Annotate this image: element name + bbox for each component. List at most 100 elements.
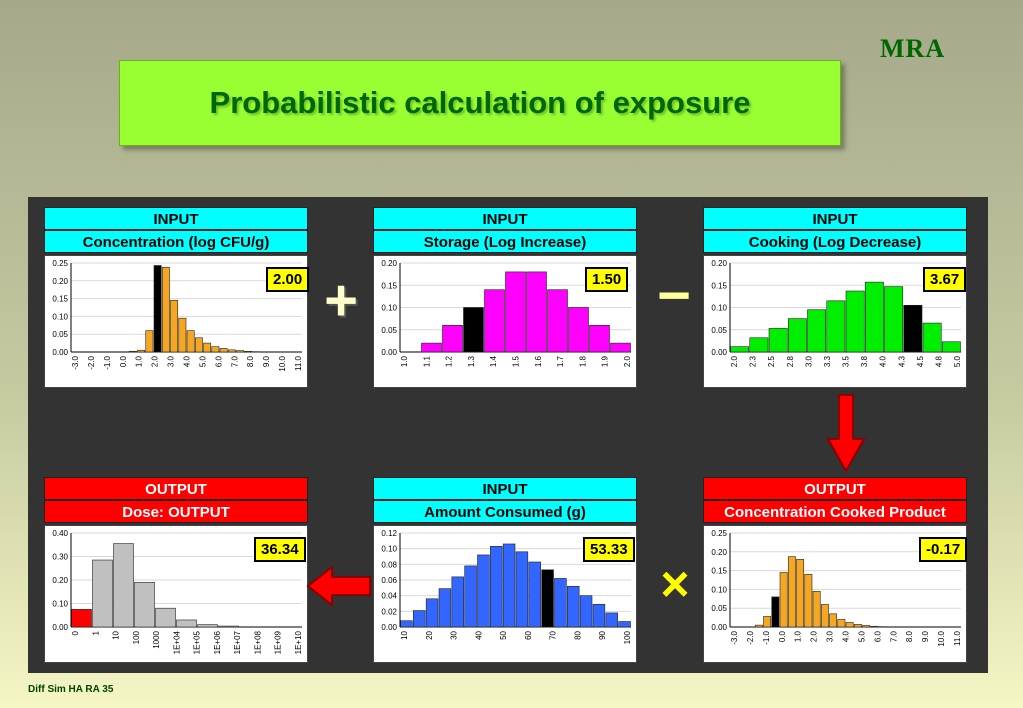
histogram-bar: [178, 317, 187, 353]
histogram-concentration: 0.25 0.20 0.15 0.10 0.05 0.00-3.0 -2.0 -1.0 0.0 1…: [44, 255, 308, 388]
y-tick-label: 0.00: [381, 348, 397, 357]
x-tick-label: -3.0: [730, 630, 739, 644]
x-tick-label: 30: [450, 630, 459, 639]
histogram-bar: [153, 265, 162, 353]
x-tick-label: 11.0: [294, 355, 303, 371]
histogram-bar: [853, 624, 862, 628]
y-tick-label: 0.40: [52, 529, 68, 538]
x-tick-label: 8.0: [905, 630, 914, 642]
histogram-bar: [812, 590, 821, 628]
y-tick-label: 0.25: [52, 259, 68, 268]
y-tick-label: 0.15: [711, 567, 727, 576]
y-tick-label: 0.00: [381, 623, 397, 632]
panel-dose: OUTPUT Dose: OUTPUT 0.40 0.30 0.20 0.10 0.00…: [44, 477, 308, 663]
times-operator: ×: [660, 556, 690, 612]
y-tick-label: 0.10: [52, 600, 68, 609]
x-tick-label: -1.0: [103, 355, 112, 369]
x-tick-label: 4.5: [916, 355, 925, 367]
x-tick-label: 60: [524, 630, 533, 639]
histogram-bar: [870, 625, 879, 628]
x-tick-label: 1.2: [445, 355, 454, 367]
y-tick-label: 0.25: [711, 529, 727, 538]
x-tick-label: 3.0: [804, 355, 813, 367]
y-tick-label: 0.08: [381, 560, 397, 569]
x-tick-label: 20: [425, 630, 434, 639]
x-tick-label: 8.0: [246, 355, 255, 367]
histogram-bar: [554, 578, 567, 628]
x-tick-label: 5.0: [857, 630, 866, 642]
x-tick-label: 4.0: [842, 630, 851, 642]
histogram-bar: [547, 289, 568, 353]
x-tick-label: 4.8: [934, 355, 943, 367]
y-tick-label: 0.20: [52, 277, 68, 286]
histogram-bar: [219, 348, 228, 353]
histogram-bar: [113, 543, 134, 628]
y-tick-label: 0.20: [711, 259, 727, 268]
value-box: 2.00: [266, 267, 310, 292]
histogram-bar: [425, 598, 439, 628]
histogram-bar: [490, 546, 503, 628]
histogram-bar: [605, 612, 618, 628]
panel-subtitle: Dose: OUTPUT: [44, 500, 308, 523]
histogram-bar: [92, 559, 113, 628]
histogram-bar: [884, 286, 904, 353]
title-box: Probabilistic calculation of exposure: [119, 60, 841, 146]
value-box: -0.17: [919, 537, 968, 562]
y-tick-label: 0.04: [381, 592, 397, 601]
histogram-bar: [161, 266, 170, 353]
histogram-bar: [442, 325, 463, 353]
histogram-bar: [820, 604, 829, 628]
histogram-bar: [592, 603, 606, 628]
mra-logo: MRA: [880, 34, 946, 63]
x-tick-label: 90: [598, 630, 607, 639]
histogram-bar: [155, 607, 176, 628]
x-tick-label: 2.5: [767, 355, 776, 367]
value-box: 53.33: [583, 537, 635, 562]
panel-subtitle: Storage (Log Increase): [373, 230, 637, 253]
x-tick-label: 40: [474, 630, 483, 639]
y-tick-label: 0.00: [52, 623, 68, 632]
histogram-bar: [829, 613, 838, 628]
histogram-bar: [244, 350, 253, 353]
histogram-bar: [903, 304, 923, 353]
y-tick-label: 0.00: [711, 623, 727, 632]
y-tick-label: 0.10: [711, 585, 727, 594]
x-tick-label: 3.0: [167, 355, 176, 367]
diagram-board: INPUT Concentration (log CFU/g) 0.25 0.20…: [28, 197, 988, 673]
x-tick-label: 1.0: [794, 630, 803, 642]
x-tick-label: 1E+10: [294, 630, 303, 654]
x-tick-label: 0: [71, 630, 80, 635]
x-tick-label: 2.0: [623, 355, 632, 367]
histogram-bar: [463, 307, 484, 353]
y-tick-label: 0.10: [711, 304, 727, 313]
value-box: 36.34: [254, 537, 306, 562]
histogram-bar: [787, 318, 807, 353]
histogram-bar: [804, 574, 813, 628]
y-tick-label: 0.05: [711, 604, 727, 613]
x-tick-label: 1.0: [135, 355, 144, 367]
panel-amount-consumed: INPUT Amount Consumed (g) 0.12 0.10 0.08 0.…: [373, 477, 637, 663]
x-tick-label: 1: [91, 630, 100, 635]
x-tick-label: 4.3: [897, 355, 906, 367]
histogram-bar: [941, 341, 961, 353]
x-tick-label: 2.0: [730, 355, 739, 367]
y-tick-label: 0.00: [711, 348, 727, 357]
y-tick-label: 0.10: [381, 304, 397, 313]
histogram-bar: [526, 271, 547, 353]
histogram-bar: [763, 616, 772, 628]
histogram-bar: [413, 610, 426, 628]
slide-title: Probabilistic calculation of exposure: [209, 85, 751, 120]
value-box: 3.67: [923, 267, 967, 292]
x-tick-label: 7.0: [230, 355, 239, 367]
panel-label: OUTPUT: [703, 477, 967, 500]
histogram-bar: [618, 621, 631, 628]
y-tick-label: 0.15: [52, 295, 68, 304]
histogram-bar: [236, 350, 245, 353]
histogram-bar: [505, 271, 526, 353]
x-tick-label: 9.0: [262, 355, 271, 367]
histogram-bar: [749, 337, 769, 353]
x-tick-label: 1E+08: [253, 630, 262, 654]
histogram-bar: [730, 346, 750, 353]
histogram-bar: [451, 576, 464, 628]
histogram-bar: [771, 596, 780, 628]
